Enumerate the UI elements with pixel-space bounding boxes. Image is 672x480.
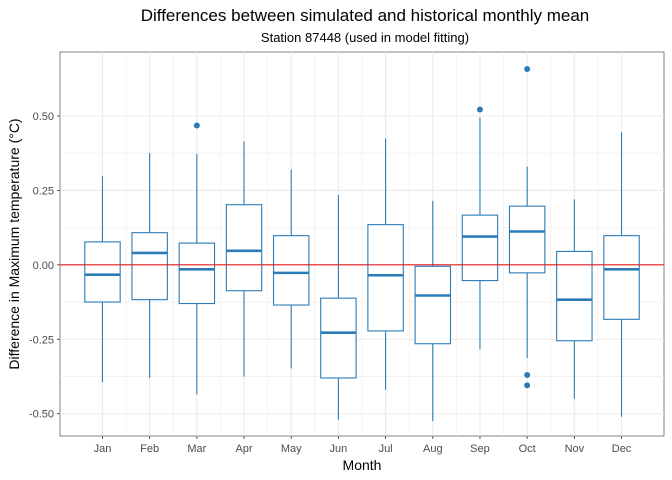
y-axis-title: Difference in Maximum temperature (°C) [6,118,22,369]
box-oct [508,65,546,389]
y-tick-label: 0.50 [33,111,54,123]
outlier-point [524,371,531,378]
x-tick-label: Mar [187,443,206,455]
box-iqr [320,297,357,379]
box-iqr [367,224,404,332]
axis-ticks: -0.50 -0.25 0.00 0.25 0.50 Jan Feb Mar Apr May Jun… [29,111,632,455]
box-feb [131,153,168,378]
x-axis-title: Month [343,457,382,473]
x-tick-label: Apr [235,443,252,455]
x-tick-label: Oct [519,443,536,455]
outlier-point [524,382,531,389]
box-apr [225,141,263,377]
y-tick-label: 0.00 [33,260,54,272]
box-nov [556,199,593,399]
box-may [272,169,310,369]
box-iqr [461,214,499,282]
box-mar [178,122,216,395]
outlier-point [476,106,483,113]
box-jul [367,138,404,390]
chart-subtitle: Station 87448 (used in model fitting) [261,30,469,45]
x-tick-label: Dec [612,443,632,455]
y-tick-label: -0.50 [29,409,54,421]
x-tick-label: Jun [330,443,348,455]
x-tick-label: Sep [470,443,490,455]
x-tick-label: May [281,443,302,455]
outlier-point [193,122,200,129]
box-dec [603,132,640,417]
chart-title: Differences between simulated and histor… [141,6,590,25]
box-iqr [131,232,168,301]
box-iqr [414,265,452,345]
x-tick-label: Jan [94,443,112,455]
box-iqr [272,235,310,306]
box-iqr [603,235,640,320]
box-iqr [508,205,546,274]
box-iqr [225,204,263,292]
box-jan [84,176,121,383]
box-sep [461,106,499,350]
x-tick-label: Aug [423,443,443,455]
outlier-point [524,65,531,72]
x-tick-label: Jul [379,443,393,455]
x-tick-label: Feb [140,443,159,455]
box-iqr [178,242,216,305]
box-jun [320,194,357,420]
y-tick-label: -0.25 [29,334,54,346]
box-iqr [556,250,593,342]
box-aug [414,200,452,422]
x-tick-label: Nov [565,443,585,455]
y-tick-label: 0.25 [33,185,54,197]
box-iqr [84,241,121,303]
box-marks [60,65,664,422]
